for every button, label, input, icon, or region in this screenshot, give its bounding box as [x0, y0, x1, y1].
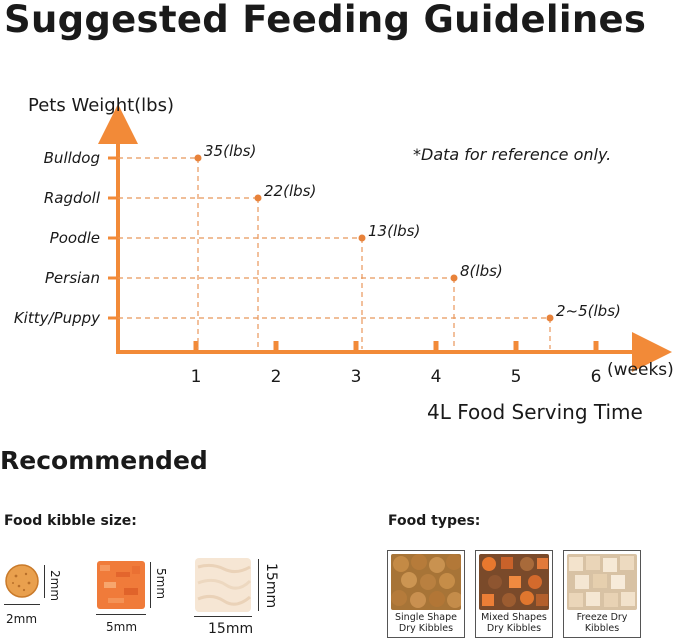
- x-tick-mark: [433, 341, 439, 351]
- food-type-line2: Dry Kibbles: [398, 623, 454, 634]
- salmon-kibble-height: 5mm: [154, 568, 168, 600]
- y-category-label: Bulldog: [44, 149, 100, 167]
- mixed-shapes-kibble-image: [479, 554, 549, 610]
- salmon-kibble-width-marker: [96, 614, 146, 615]
- x-tick-label: 4: [431, 367, 442, 387]
- food-type-line2: Kibbles: [584, 623, 620, 634]
- y-axis-label: Pets Weight(lbs): [28, 95, 174, 116]
- food-type-card: Freeze Dry Kibbles: [563, 550, 641, 638]
- salmon-kibble-height-marker: [150, 562, 151, 608]
- data-point: [254, 194, 262, 202]
- salmon-kibble-width: 5mm: [106, 620, 138, 634]
- freeze-dry-kibble-photo: [567, 554, 637, 610]
- salmon-kibble-image: [96, 560, 146, 610]
- round-kibble-height-marker: [44, 565, 45, 598]
- chart-note: *Data for reference only.: [413, 145, 611, 164]
- food-type-line2: Dry Kibbles: [486, 623, 542, 634]
- freeze-dry-kibble-height-marker: [258, 559, 259, 611]
- freeze-dry-kibble-width-marker: [194, 616, 252, 617]
- round-kibble-image: [4, 563, 40, 599]
- chart-marks: 35(lbs) 22(lbs) 13(lbs) 8(lbs) 2~5(lbs): [118, 142, 621, 349]
- data-point: [546, 314, 554, 322]
- x-tick-label: 5: [511, 367, 522, 387]
- food-types-label: Food types:: [388, 513, 481, 529]
- x-axis-unit: (weeks): [607, 360, 674, 380]
- data-point-label: 22(lbs): [264, 182, 316, 200]
- y-category-label: Kitty/Puppy: [14, 309, 101, 327]
- x-tick-mark: [513, 341, 519, 351]
- x-tick-label: 3: [351, 367, 362, 387]
- single-shape-kibble-image: [391, 554, 461, 610]
- round-kibble-width-marker: [4, 604, 40, 605]
- data-point-label: 2~5(lbs): [556, 302, 621, 320]
- round-kibble-height: 2mm: [48, 570, 62, 602]
- y-category-label: Poodle: [50, 229, 100, 247]
- x-axis-label: 4L Food Serving Time: [427, 400, 643, 424]
- data-point-label: 35(lbs): [204, 142, 256, 160]
- food-type-caption: Freeze Dry Kibbles: [564, 612, 640, 634]
- x-tick-mark: [353, 341, 359, 351]
- freeze-dry-kibble-height: 15mm: [263, 563, 279, 609]
- chart-axes: 1 2 3 4 5 6 Bulldog Ragdoll Poodle Persian Kitty/P…: [14, 104, 672, 387]
- data-point-label: 13(lbs): [368, 222, 420, 240]
- freeze-dry-kibble-width: 15mm: [208, 621, 254, 637]
- x-tick-label: 2: [271, 367, 282, 387]
- food-type-card: Single Shape Dry Kibbles: [387, 550, 465, 638]
- food-type-card: Mixed Shapes Dry Kibbles: [475, 550, 553, 638]
- y-category-label: Persian: [45, 269, 100, 287]
- food-type-caption: Mixed Shapes Dry Kibbles: [476, 612, 552, 634]
- data-point: [358, 234, 366, 242]
- x-tick-label: 6: [591, 367, 602, 387]
- page-title: Suggested Feeding Guidelines: [4, 0, 647, 41]
- y-category-label: Ragdoll: [44, 189, 101, 207]
- food-type-caption: Single Shape Dry Kibbles: [388, 612, 464, 634]
- x-tick-label: 1: [191, 367, 202, 387]
- food-type-line1: Mixed Shapes: [481, 612, 547, 623]
- x-tick-mark: [273, 341, 279, 351]
- freeze-dry-kibble-image: [194, 557, 252, 613]
- x-tick-mark: [193, 341, 199, 351]
- kibble-size-label: Food kibble size:: [4, 513, 137, 529]
- recommended-title: Recommended: [0, 446, 208, 475]
- food-type-line1: Freeze Dry: [576, 612, 628, 623]
- data-point-label: 8(lbs): [460, 262, 503, 280]
- feeding-chart: 1 2 3 4 5 6 Bulldog Ragdoll Poodle Persian Kitty/P…: [14, 95, 674, 424]
- data-point: [450, 274, 458, 282]
- food-type-line1: Single Shape: [395, 612, 457, 623]
- round-kibble-width: 2mm: [6, 612, 38, 626]
- data-point: [194, 154, 202, 162]
- x-tick-mark: [593, 341, 599, 351]
